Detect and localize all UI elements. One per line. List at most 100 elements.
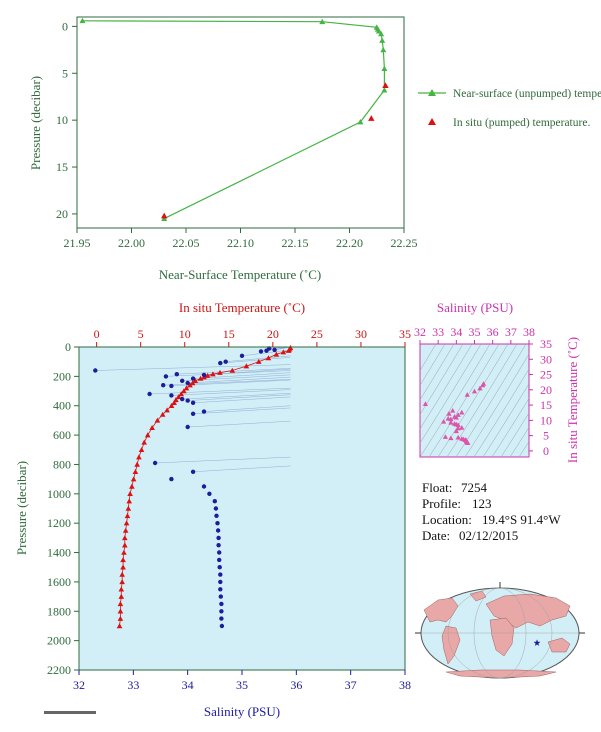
- temp-tick-label: 0: [94, 327, 100, 341]
- salinity-point: [217, 565, 222, 570]
- temperature-point: [122, 527, 129, 533]
- unpumped-point: [378, 30, 385, 37]
- temp-tick-label: 5: [138, 327, 144, 341]
- salinity-point: [258, 349, 264, 354]
- ts-y-tick-label: 15: [540, 398, 552, 412]
- temp-tick-label: 15: [223, 327, 235, 341]
- location-label: Location:: [422, 512, 472, 527]
- land-americas-north: [423, 597, 459, 623]
- ts-point: [442, 434, 449, 439]
- temperature-point: [119, 579, 125, 585]
- legend-unpumped-marker: [428, 89, 436, 96]
- ts-plot-background: [419, 343, 530, 458]
- salinity-point: [218, 572, 223, 577]
- temperature-point: [273, 351, 280, 357]
- salinity-point: [213, 506, 219, 511]
- salinity-hairline: [163, 379, 291, 386]
- unpumped-point: [380, 46, 387, 53]
- salinity-point: [217, 557, 222, 563]
- temperature-point: [189, 380, 196, 386]
- salinity-point: [190, 376, 196, 381]
- temperature-point: [217, 369, 223, 375]
- temperature-point: [204, 372, 211, 378]
- unpumped-point: [381, 87, 388, 93]
- temperature-point: [117, 608, 124, 614]
- land-americas-south: [441, 625, 461, 665]
- salinity-hairline: [193, 396, 291, 403]
- salinity-point: [185, 424, 190, 430]
- ts-point: [441, 418, 447, 424]
- salinity-point: [185, 398, 190, 403]
- top-y-tick-label: 5: [62, 66, 68, 80]
- salinity-point: [218, 594, 223, 599]
- salinity-hairline: [187, 394, 291, 401]
- salinity-hairline: [187, 376, 291, 384]
- salinity-point: [218, 587, 223, 592]
- temperature-point: [154, 417, 161, 423]
- ts-point: [459, 409, 465, 415]
- salinity-point: [147, 391, 152, 397]
- unpumped-point: [379, 37, 386, 43]
- temperature-point: [118, 586, 125, 592]
- salinity-point: [219, 623, 225, 629]
- float-label: Float:: [422, 480, 452, 495]
- sal-tick-label: 35: [236, 678, 248, 692]
- main-plot-background: [79, 347, 405, 670]
- temperature-point: [134, 461, 140, 467]
- temperature-point: [122, 535, 128, 541]
- top-y-tick-label: 10: [56, 113, 68, 127]
- temperature-point: [280, 349, 287, 355]
- salinity-point: [174, 372, 179, 377]
- salinity-point: [180, 378, 185, 383]
- pumped-point: [382, 82, 389, 89]
- ts-point: [455, 434, 461, 440]
- ts-y-tick-label: 35: [540, 337, 552, 351]
- ts-point: [453, 428, 459, 434]
- top-x-tick-label: 21.95: [64, 236, 91, 250]
- land-antarctica: [445, 669, 557, 679]
- salinity-point: [180, 396, 185, 402]
- ts-x-tick-label: 38: [523, 325, 535, 339]
- ts-point: [459, 425, 465, 430]
- temperature-point: [229, 367, 236, 373]
- salinity-point: [219, 616, 224, 621]
- salinity-point: [201, 484, 207, 489]
- top-y-tick-label: 0: [62, 19, 68, 33]
- pressure-tick-label: 2000: [47, 634, 71, 648]
- float-value: 7254: [461, 480, 488, 495]
- temperature-point: [120, 564, 126, 570]
- salinity-hairline: [149, 387, 291, 395]
- salinity-point: [163, 374, 169, 379]
- main-series-layer: [93, 344, 294, 629]
- temp-tick-label: 35: [399, 327, 411, 341]
- ts-contours: [420, 344, 529, 457]
- top-x-tick-label: 22.10: [227, 236, 254, 250]
- date-label: Date:: [422, 528, 450, 543]
- temperature-point: [183, 385, 190, 391]
- ts-y-tick-label: 5: [543, 429, 549, 443]
- main-hairlines: [95, 346, 291, 472]
- temperature-point: [124, 513, 131, 519]
- salinity-point: [214, 513, 219, 518]
- ts-contour: [420, 344, 464, 415]
- temperature-point: [187, 382, 193, 388]
- ts-contour: [491, 397, 529, 457]
- pumped-point: [368, 115, 375, 121]
- salinity-hairline: [95, 364, 291, 371]
- ts-y-tick-label: 10: [540, 413, 552, 427]
- ts-x-tick-label: 33: [432, 325, 444, 339]
- salinity-point: [152, 460, 158, 466]
- sal-tick-label: 32: [73, 678, 85, 692]
- top-y-axis-label: Pressure (decibar): [28, 76, 43, 170]
- salinity-point: [216, 535, 221, 541]
- top-x-tick-label: 22.25: [391, 236, 418, 250]
- ts-x-tick-label: 34: [450, 325, 462, 339]
- salinity-hairline: [187, 420, 291, 428]
- unpumped-point: [373, 24, 380, 30]
- temperature-point: [120, 557, 126, 563]
- ts-point: [480, 382, 486, 388]
- legend-pumped-label: In situ (pumped) temperature.: [453, 117, 590, 129]
- temperature-point: [210, 371, 216, 377]
